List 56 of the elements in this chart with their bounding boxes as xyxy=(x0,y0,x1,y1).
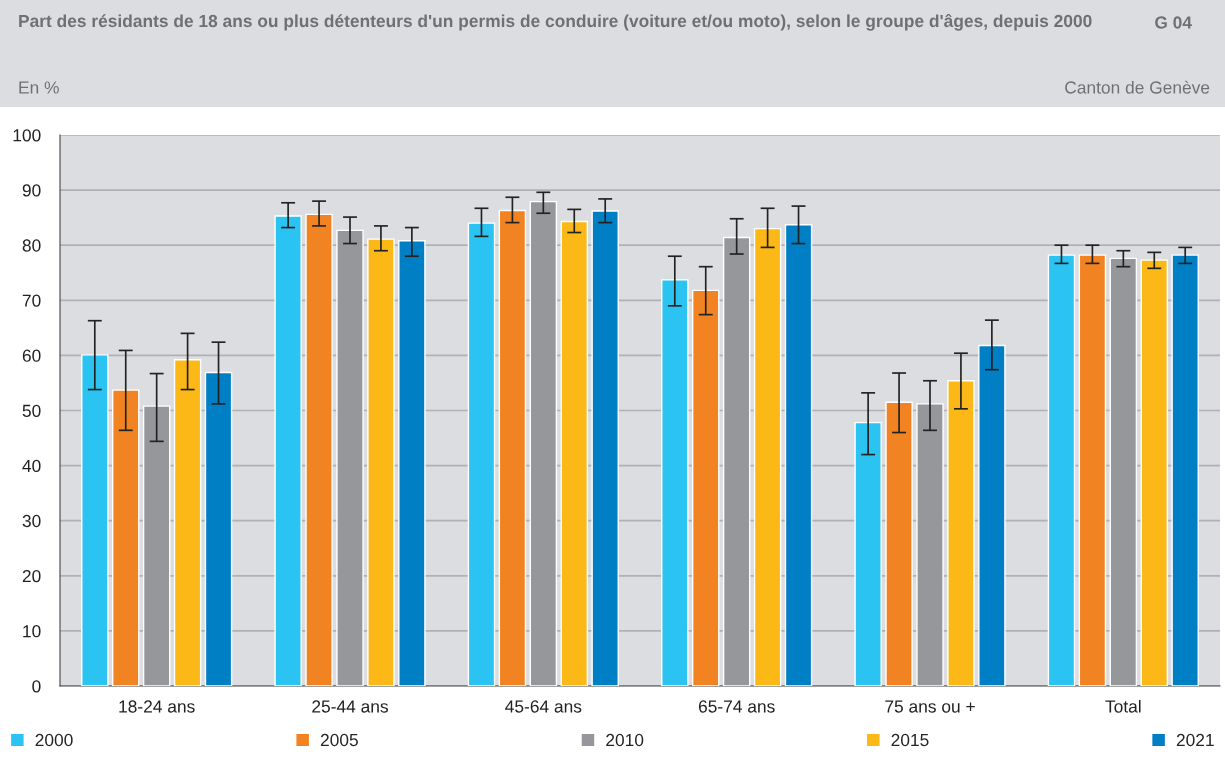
bar xyxy=(885,401,913,686)
bar xyxy=(591,210,619,686)
bar xyxy=(722,236,751,686)
bar xyxy=(784,224,813,686)
bar xyxy=(978,344,1006,686)
bar xyxy=(81,354,109,686)
bar xyxy=(1171,254,1199,686)
y-tick-label: 100 xyxy=(13,129,41,142)
y-tick-label: 40 xyxy=(22,459,41,473)
y-tick-label: 10 xyxy=(23,625,41,638)
bar xyxy=(916,403,944,686)
legend-label: 2021 xyxy=(1176,733,1214,747)
bar xyxy=(467,222,496,686)
y-tick-label: 20 xyxy=(22,569,41,583)
legend-label: 2015 xyxy=(891,733,929,747)
bar xyxy=(947,380,975,686)
y-tick-label: 90 xyxy=(22,184,41,197)
x-tick-label: 65-74 ans xyxy=(698,700,775,713)
bar xyxy=(111,389,140,686)
bar xyxy=(1078,254,1107,686)
legend-label: 2000 xyxy=(35,733,73,747)
y-tick-label: 0 xyxy=(32,680,41,693)
bar xyxy=(529,200,558,686)
x-tick-label: 75 ans ou + xyxy=(885,700,975,713)
bar xyxy=(1047,254,1076,686)
chart-subtitle: En % xyxy=(19,81,59,94)
chart-title: Part des résidants de 18 ans ou plus détenteurs d'un permis de conduire (voiture et/ou moto), selon le groupe d'âges, depuis 2000 xyxy=(19,14,1092,31)
text: G 04 xyxy=(1155,16,1192,29)
bar xyxy=(305,213,333,686)
text: Canton de Genève xyxy=(1065,80,1210,94)
bar xyxy=(1109,257,1138,686)
bar xyxy=(498,209,527,686)
bar xyxy=(142,405,171,686)
y-tick-label: 30 xyxy=(22,514,41,528)
bar xyxy=(753,227,782,686)
bar xyxy=(1140,259,1169,686)
y-tick-label: 60 xyxy=(22,349,41,362)
x-tick-label: 45-64 ans xyxy=(505,700,582,713)
x-tick-label: 25-44 ans xyxy=(312,700,388,713)
bar xyxy=(560,220,589,686)
bar xyxy=(204,371,233,686)
bar xyxy=(398,240,426,686)
bar xyxy=(367,238,395,686)
bar xyxy=(854,421,882,686)
legend-label: 2005 xyxy=(320,733,358,747)
y-tick-label: 80 xyxy=(22,239,41,252)
y-tick-label: 50 xyxy=(22,404,41,417)
legend-label: 2010 xyxy=(606,733,644,747)
y-tick-label: 70 xyxy=(22,294,41,307)
bar xyxy=(173,359,202,686)
bar xyxy=(274,215,302,686)
bar xyxy=(336,229,364,686)
x-tick-label: 18-24 ans xyxy=(119,700,195,713)
x-tick-label: Total xyxy=(1105,699,1141,713)
bar xyxy=(691,289,720,686)
bar xyxy=(661,279,689,686)
